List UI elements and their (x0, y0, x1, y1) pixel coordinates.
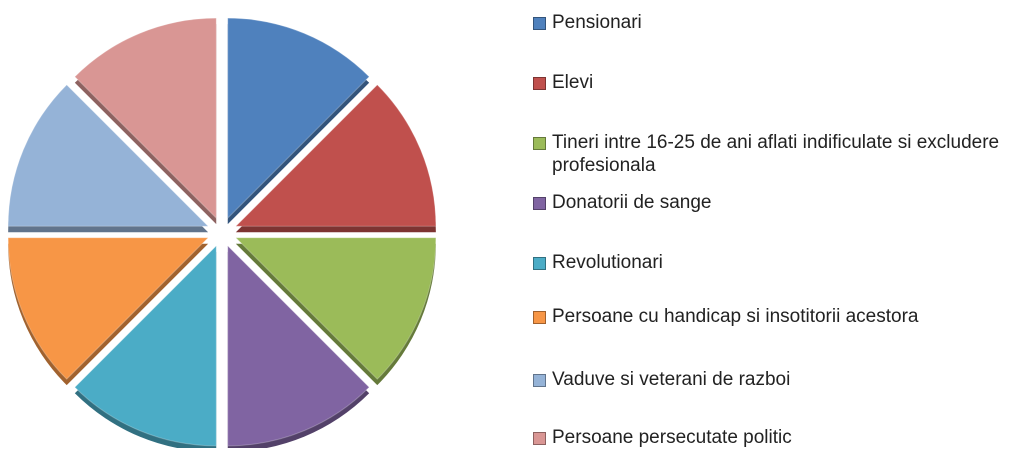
legend-label: Persoane persecutate politic (552, 427, 792, 448)
pie-slice (7, 237, 210, 380)
legend-item: Pensionari (533, 11, 1027, 34)
pie-slice (74, 17, 217, 220)
legend-item: Vaduve si veterani de razboi (533, 368, 1027, 391)
legend-swatch (533, 17, 546, 30)
legend-swatch (533, 374, 546, 387)
pie-slice (234, 237, 437, 380)
legend-swatch (533, 257, 546, 270)
legend-swatch (533, 77, 546, 90)
legend-swatch (533, 137, 546, 150)
legend-label: Persoane cu handicap si insotitorii aces… (552, 306, 919, 327)
pie-chart (7, 17, 437, 448)
legend-item: Donatorii de sange (533, 191, 1027, 214)
legend-swatch (533, 311, 546, 324)
legend-item: Revolutionari (533, 251, 1027, 274)
pie-slice (74, 244, 217, 447)
legend-item: Persoane persecutate politic (533, 426, 1027, 449)
legend-label: Pensionari (552, 12, 642, 33)
legend-label: Elevi (552, 72, 594, 93)
pie-slice (7, 84, 210, 227)
legend-swatch (533, 197, 546, 210)
pie-slice (227, 244, 370, 447)
legend-swatch (533, 432, 546, 445)
legend-label: Donatorii de sange (552, 192, 712, 213)
pie-slice (227, 17, 370, 220)
pie-slice (234, 84, 437, 227)
legend-item: Elevi (533, 71, 1027, 94)
legend-item: Persoane cu handicap si insotitorii aces… (533, 305, 1027, 328)
legend-item: Tineri intre 16-25 de ani aflati indific… (533, 131, 1027, 177)
legend-label: Tineri intre 16-25 de ani aflati indific… (552, 132, 1000, 176)
legend-label: Vaduve si veterani de razboi (552, 369, 791, 390)
legend-label: Revolutionari (552, 252, 663, 273)
